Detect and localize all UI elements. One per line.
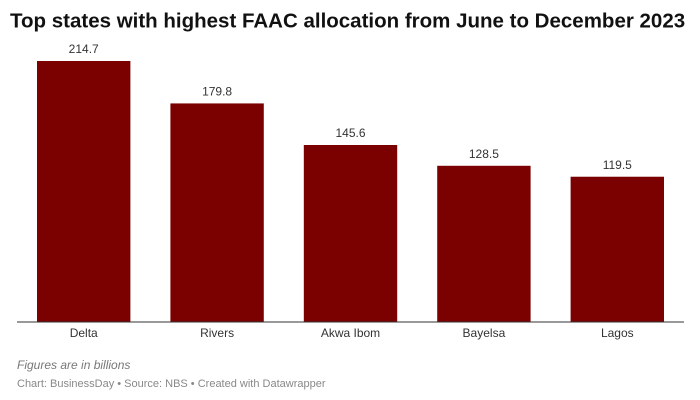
bar	[303, 145, 398, 322]
bar	[37, 61, 131, 322]
value-label: 119.5	[603, 158, 632, 172]
x-tick-label: Lagos	[601, 326, 634, 340]
notes: Figures are in billions	[17, 358, 130, 372]
footer: Chart: BusinessDay • Source: NBS • Creat…	[17, 378, 326, 390]
value-label: 179.8	[202, 85, 232, 99]
value-label: 145.6	[335, 126, 365, 140]
chart-title: Top states with highest FAAC allocation …	[10, 9, 685, 32]
value-label: 214.7	[69, 42, 99, 56]
x-tick-label: Rivers	[200, 326, 234, 340]
x-tick-label: Akwa Ibom	[321, 326, 380, 340]
bar	[170, 103, 264, 322]
bar	[437, 165, 531, 322]
value-label: 128.5	[469, 147, 499, 161]
x-tick-label: Bayelsa	[463, 326, 506, 340]
bar	[570, 176, 664, 322]
x-tick-label: Delta	[70, 326, 98, 340]
